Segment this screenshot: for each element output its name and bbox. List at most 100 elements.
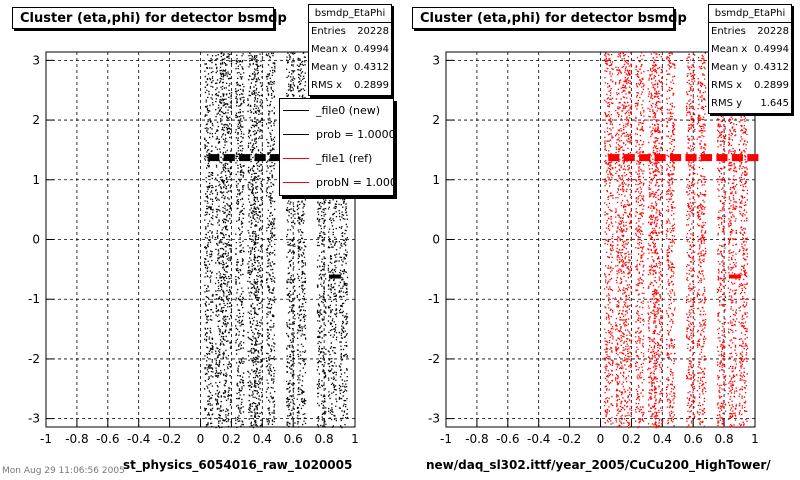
data-point-column: [234, 53, 245, 428]
x-tick-label: -0.4: [127, 432, 150, 446]
x-tick-label: -0.4: [527, 432, 550, 446]
stats-value: 0.4994: [754, 44, 789, 55]
y-tick-label: -2: [28, 352, 40, 366]
hot-band-segment: [623, 154, 635, 162]
stats-label: RMS y: [711, 98, 743, 109]
data-point-column: [685, 53, 696, 428]
legend-label: _file1 (ref): [316, 152, 373, 165]
stats-label: RMS x: [311, 80, 343, 91]
x-tick-label: 0.2: [622, 432, 641, 446]
data-point-column: [222, 53, 233, 428]
x-tick-label: 1: [751, 432, 759, 446]
x-tick-label: 0.8: [315, 432, 334, 446]
y-tick-label: -2: [428, 352, 440, 366]
hot-band-segment: [223, 154, 235, 162]
x-tick-label: -1: [440, 432, 452, 446]
x-tick-label: 0: [197, 432, 205, 446]
hot-band-segment: [608, 154, 620, 162]
x-tick-label: 0.6: [684, 432, 703, 446]
x-tick-label: -0.2: [158, 432, 181, 446]
x-axis-label-right: new/daq_sl302.ittf/year_2005/CuCu200_Hig…: [426, 458, 771, 472]
stats-value: 1.645: [760, 98, 789, 109]
stats-value: 0.4312: [754, 62, 789, 73]
y-tick-label: 2: [32, 113, 40, 127]
legend-line-swatch: [283, 110, 309, 111]
stats-label: Entries: [711, 26, 746, 37]
x-tick-label: 0.6: [284, 432, 303, 446]
x-tick-label: 0.2: [222, 432, 241, 446]
stats-row: Mean x 0.4994: [709, 41, 791, 59]
hot-band-segment: [654, 154, 666, 162]
data-point-column: [634, 52, 645, 429]
hot-band-segment: [270, 154, 282, 162]
legend-label: _file0 (new): [316, 104, 381, 117]
stats-row: RMS x 0.2899: [709, 77, 791, 95]
hot-band-segment: [716, 154, 728, 162]
legend-entry: probN = 1.000000: [280, 171, 393, 195]
data-point-column: [253, 53, 264, 427]
chart-panel-left: -1 -0.8 -0.6 -0.4 -0.2 0 0.2 0.4 0.6 0.8 1 -3 -2 -1 0 1…: [2, 4, 394, 476]
legend-entry: _file0 (new): [280, 99, 393, 123]
legend-line-swatch: [283, 182, 309, 183]
stats-row: RMS x 0.2899: [309, 77, 391, 95]
chart-panel-right: -1 -0.8 -0.6 -0.4 -0.2 0 0.2 0.4 0.6 0.8 1 -3 -2 -1 0 1…: [400, 0, 800, 480]
data-point-column: [622, 52, 633, 429]
data-point-column: [614, 52, 625, 428]
hot-band-segment: [731, 154, 743, 162]
data-point-column: [214, 52, 225, 429]
legend-box: _file0 (new) prob = 1.000000 _file1 (ref…: [279, 98, 394, 196]
data-point-column: [696, 52, 707, 427]
stats-value: 0.4312: [354, 62, 389, 73]
data-point-column: [716, 52, 727, 428]
x-tick-label: -0.8: [65, 432, 88, 446]
stats-row: Mean y 0.4312: [709, 59, 791, 77]
hot-band-segment: [747, 154, 759, 162]
stats-label: Mean y: [711, 62, 748, 73]
data-point-column: [604, 52, 614, 428]
chart-title-right: Cluster (eta,phi) for detector bsmdp: [412, 7, 687, 29]
y-tick-label: -1: [28, 292, 40, 306]
x-tick-label: 0.4: [653, 432, 672, 446]
stats-label: Mean x: [711, 44, 748, 55]
stats-label: Mean x: [311, 44, 348, 55]
stats-value: 20228: [757, 26, 789, 37]
data-point-column: [338, 52, 349, 429]
scatter-plot-right: -1 -0.8 -0.6 -0.4 -0.2 0 0.2 0.4 0.6 0.8 1 -3 -2 -1 0 1…: [428, 51, 759, 446]
hot-spot: [328, 274, 341, 279]
x-tick-label: -0.6: [96, 432, 119, 446]
hot-band-segment: [700, 154, 713, 162]
legend-entry: _file1 (ref): [280, 147, 393, 171]
stats-row: RMS y 1.645: [709, 95, 791, 113]
y-tick-label: 3: [432, 53, 440, 67]
stats-name-left: bsmdp_EtaPhi: [309, 5, 391, 23]
y-tick-label: 1: [32, 173, 40, 187]
stats-value: 0.2899: [354, 80, 389, 91]
legend-label: probN = 1.000000: [316, 176, 393, 189]
data-point-column: [204, 54, 214, 428]
y-tick-label: 3: [32, 53, 40, 67]
data-point-column: [285, 52, 296, 428]
x-axis-label-left: st_physics_6054016_raw_1020005: [123, 458, 353, 472]
hot-band-segment: [685, 154, 697, 162]
x-tick-label: 1: [351, 432, 359, 446]
y-tick-label: 0: [32, 233, 40, 247]
stats-value: 20228: [357, 26, 389, 37]
legend-label: prob = 1.000000: [316, 128, 393, 141]
stats-box-right: bsmdp_EtaPhi Entries 20228 Mean x 0.4994…: [708, 4, 792, 114]
data-point-column: [665, 52, 676, 427]
footer-timestamp: Mon Aug 29 11:06:56 2005: [2, 466, 125, 476]
legend-line-swatch: [283, 158, 309, 159]
hot-band-segment: [670, 154, 682, 162]
x-tick-label: -0.2: [558, 432, 581, 446]
x-tick-label: -0.8: [465, 432, 488, 446]
chart-title-left: Cluster (eta,phi) for detector bsmdp: [12, 7, 287, 29]
stats-row: Mean x 0.4994: [309, 41, 391, 59]
stats-label: Mean y: [311, 62, 348, 73]
stats-row: Entries 20228: [709, 23, 791, 41]
hot-band-segment: [208, 154, 220, 162]
stats-box-left: bsmdp_EtaPhi Entries 20228 Mean x 0.4994…: [308, 4, 392, 96]
hot-band-segment: [254, 154, 266, 162]
legend-line-swatch: [283, 134, 309, 135]
x-tick-label: 0: [597, 432, 605, 446]
y-tick-label: 2: [432, 113, 440, 127]
